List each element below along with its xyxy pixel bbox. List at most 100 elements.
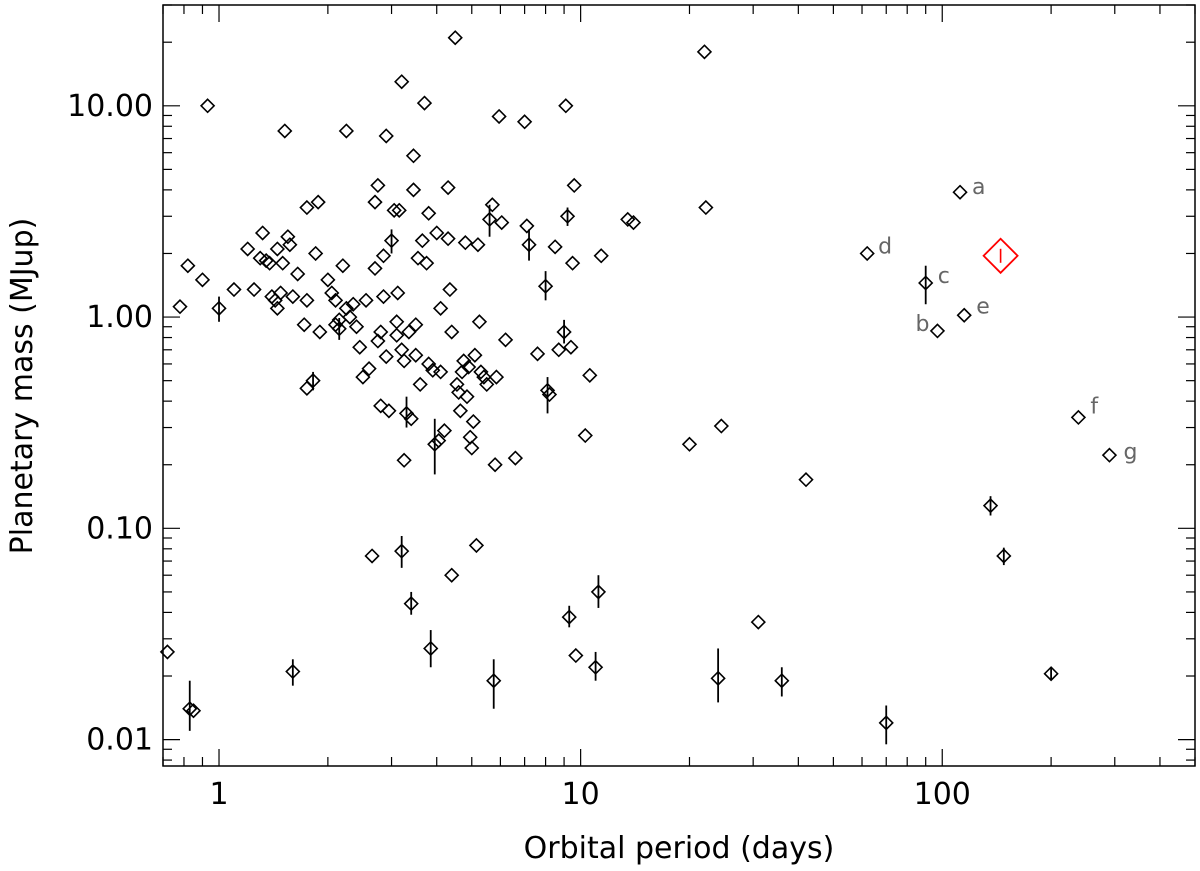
diamond-marker (373, 324, 389, 340)
data-point (484, 197, 500, 213)
data-point (444, 567, 460, 583)
diamond-marker (370, 177, 386, 194)
data-point (373, 324, 389, 340)
plot-frame (162, 4, 1196, 767)
data-point (285, 659, 301, 686)
diamond-marker (488, 369, 505, 385)
data-point (566, 177, 582, 194)
data-point (272, 285, 289, 301)
diamond-marker (414, 233, 430, 249)
diamond-marker (539, 382, 556, 398)
diamond-marker (389, 314, 405, 330)
data-point (355, 369, 371, 385)
data-point (172, 299, 188, 315)
diamond-marker (280, 229, 296, 245)
diamond-marker (285, 288, 301, 305)
data-point (358, 292, 374, 308)
data-point (389, 314, 405, 330)
data-point (859, 245, 875, 262)
annotation-label: g (1123, 440, 1137, 465)
data-point (299, 292, 315, 308)
diamond-marker (465, 413, 481, 430)
diamond-marker (327, 292, 344, 308)
data-point (918, 265, 934, 305)
y-axis: 0.01 0.10 1.00 10.00 (67, 4, 1195, 761)
data-point (537, 271, 554, 301)
diamond-marker (681, 436, 698, 452)
diamond-marker (507, 450, 524, 466)
diamond-marker (421, 205, 437, 221)
diamond-marker (996, 548, 1012, 564)
data-point (462, 429, 478, 445)
diamond-marker (484, 197, 500, 213)
data-point (290, 266, 306, 282)
diamond-marker (401, 324, 417, 340)
diamond-marker (956, 307, 972, 323)
diamond-marker (296, 317, 312, 333)
data-point (396, 353, 412, 369)
diamond-marker (403, 411, 419, 427)
data-point (698, 199, 714, 216)
diamond-marker (918, 275, 934, 291)
diamond-marker (451, 384, 467, 401)
data-point (194, 272, 211, 288)
diamond-marker (774, 673, 790, 689)
data-point (345, 296, 361, 312)
data-point (240, 241, 256, 257)
data-point (282, 237, 298, 253)
data-point (442, 281, 458, 298)
diamond-marker (358, 292, 374, 308)
data-points (159, 30, 1118, 745)
data-point (361, 361, 377, 377)
data-point (590, 575, 607, 608)
diamond-marker (394, 342, 410, 358)
diamond-marker (952, 184, 968, 200)
diamond-marker (440, 179, 456, 196)
data-point (468, 537, 485, 554)
data-point (403, 591, 419, 615)
diamond-marker (859, 245, 875, 262)
data-point (394, 535, 410, 568)
data-point (299, 380, 315, 396)
diamond-marker (486, 673, 502, 689)
diamond-marker (476, 369, 492, 385)
data-point (423, 630, 439, 668)
data-point (1043, 666, 1059, 682)
data-point (519, 218, 535, 234)
data-point (342, 309, 358, 325)
diamond-marker (240, 241, 256, 257)
data-point (476, 369, 492, 385)
diamond-marker (519, 218, 535, 234)
data-point (568, 647, 584, 664)
diamond-marker (391, 202, 407, 218)
diamond-marker (559, 208, 576, 224)
data-point (378, 128, 394, 144)
diamond-marker (1043, 666, 1059, 682)
diamond-marker (312, 324, 328, 340)
data-point (541, 386, 558, 403)
data-point (331, 317, 347, 340)
diamond-marker (561, 609, 577, 625)
diamond-marker (452, 403, 469, 419)
diamond-marker (408, 317, 424, 333)
data-point (320, 272, 336, 288)
data-point (481, 204, 498, 237)
diamond-marker (355, 369, 371, 385)
diamond-marker (564, 255, 581, 271)
data-point (464, 440, 480, 456)
diamond-marker (182, 701, 198, 717)
diamond-marker (551, 342, 567, 358)
diamond-marker (568, 647, 584, 664)
diamond-marker (159, 644, 176, 660)
diamond-marker (348, 319, 365, 335)
diamond-marker (390, 285, 406, 301)
data-point (516, 114, 533, 130)
x-axis: 1 10 100 (162, 5, 1196, 812)
y-tick-label: 10.00 (67, 89, 153, 124)
data-point (556, 319, 572, 344)
data-point (996, 547, 1012, 566)
data-point (383, 229, 400, 254)
diamond-marker (625, 214, 642, 231)
diamond-marker (331, 321, 347, 337)
data-point (378, 348, 394, 365)
